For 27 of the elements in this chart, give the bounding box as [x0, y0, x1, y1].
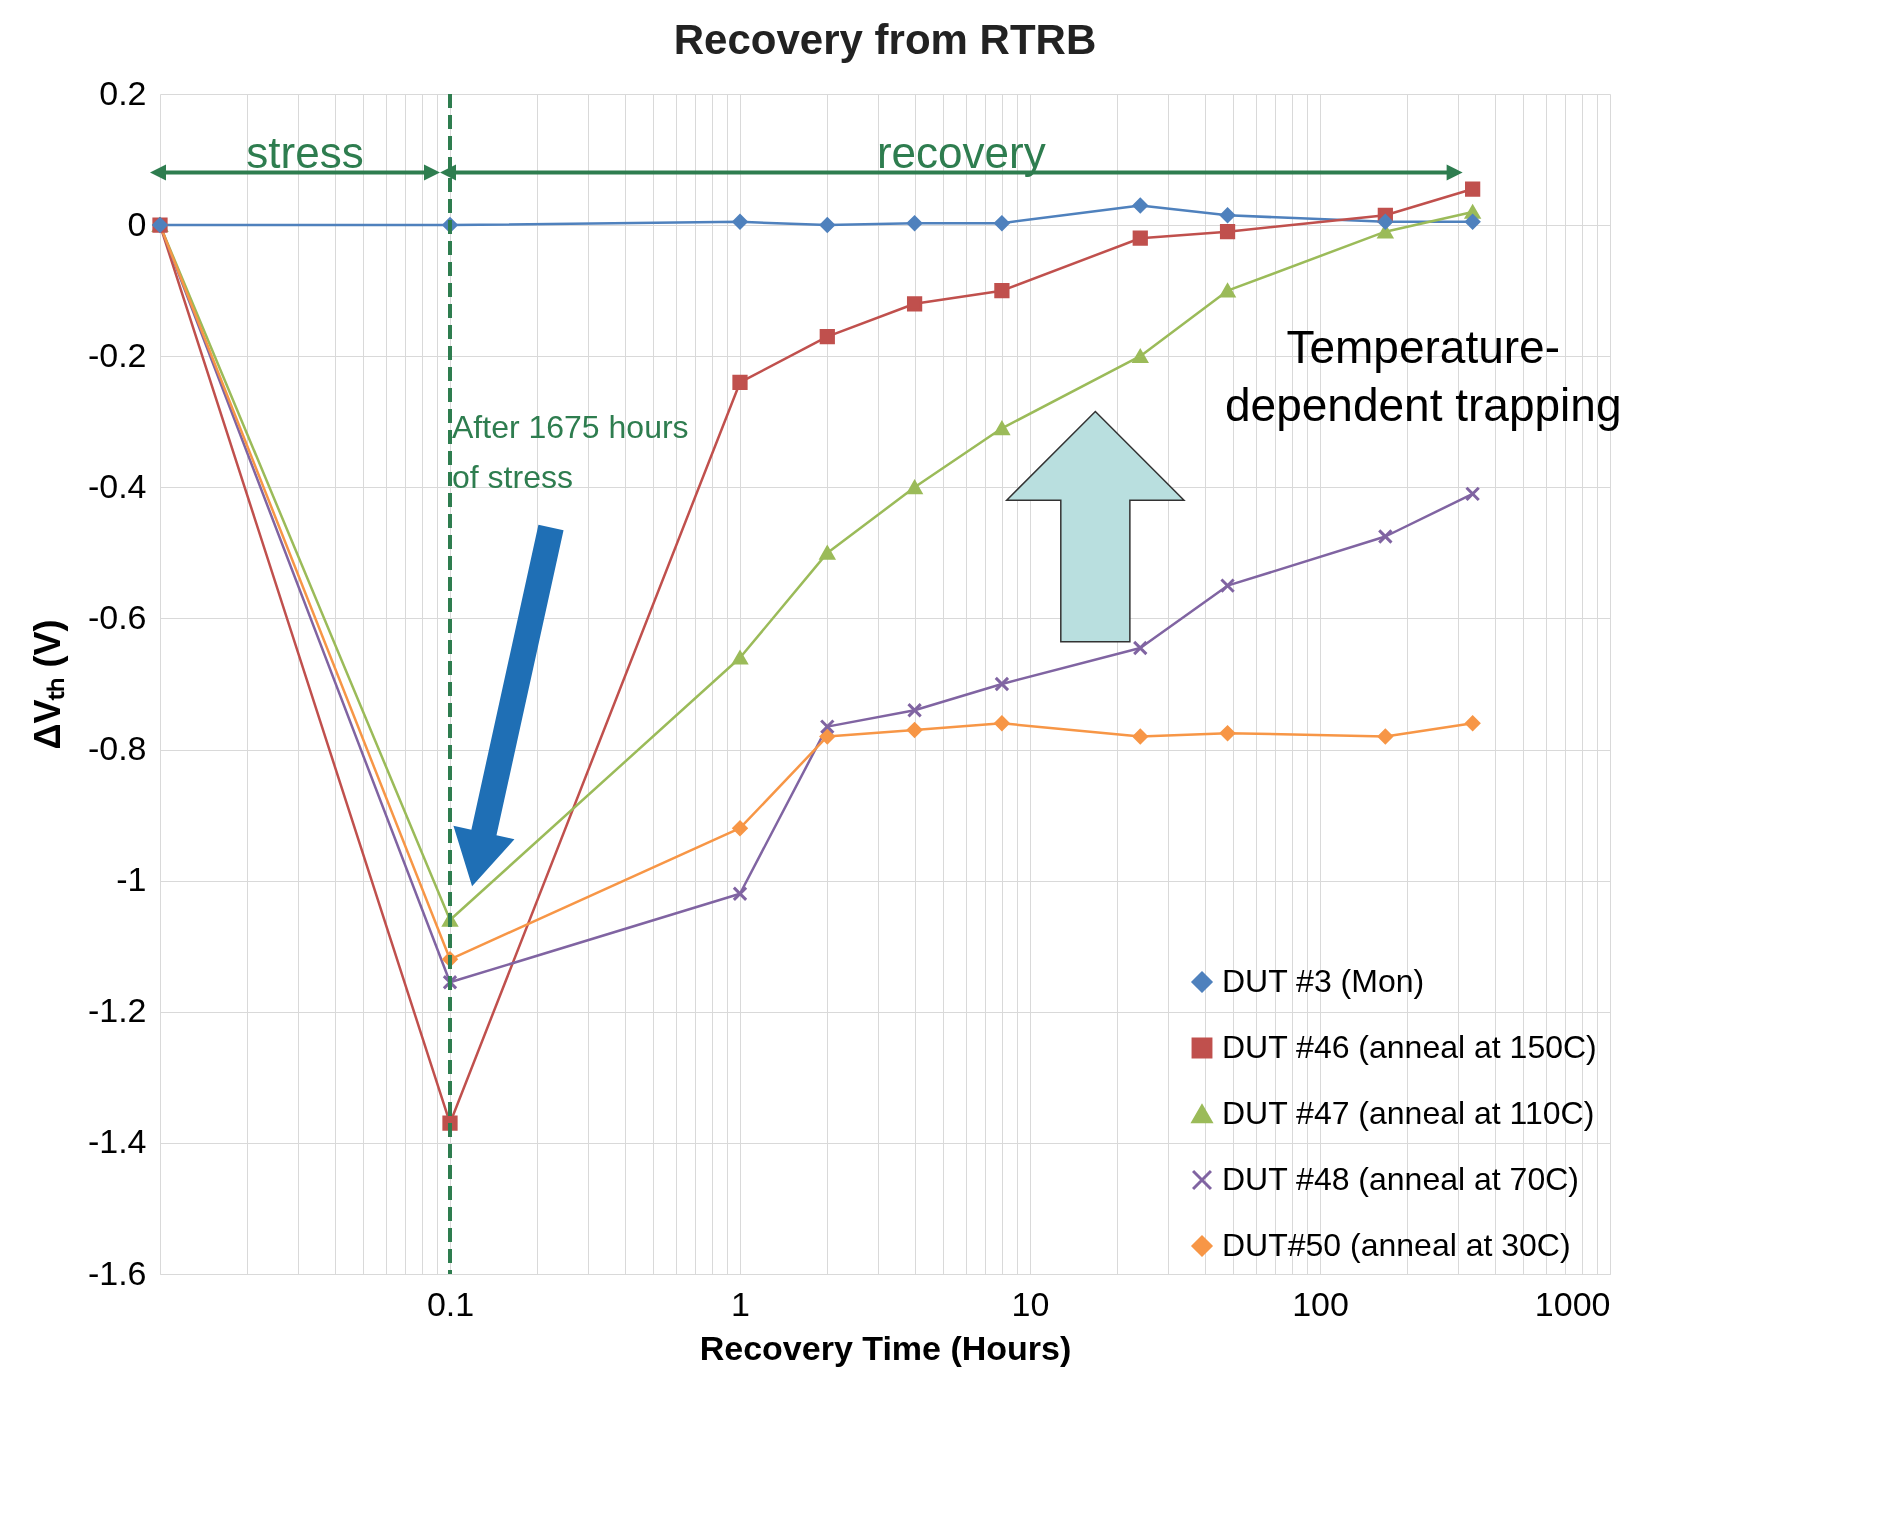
chart-title: Recovery from RTRB	[673, 16, 1097, 63]
y-axis-title: ΔVₜₕ (V)	[26, 619, 68, 750]
legend-label: DUT #47 (anneal at 110C)	[1222, 1095, 1595, 1131]
y-tick-label: -0.2	[87, 335, 147, 374]
y-tick-label: 0.2	[99, 73, 147, 112]
x-tick-label: 1	[731, 1284, 750, 1323]
legend-label: DUT #46 (anneal at 150C)	[1222, 1029, 1597, 1065]
legend-label: DUT #48 (anneal at 70C)	[1222, 1161, 1579, 1197]
y-tick-label: -1.6	[87, 1253, 147, 1292]
annotation: stress	[246, 127, 364, 177]
x-tick-label: 100	[1292, 1284, 1349, 1323]
x-tick-label: 10	[1011, 1284, 1050, 1323]
x-tick-label: 1000	[1534, 1284, 1611, 1323]
x-axis-title: Recovery Time (Hours)	[699, 1328, 1072, 1367]
legend-label: DUT #3 (Mon)	[1222, 963, 1425, 999]
legend-label: DUT#50 (anneal at 30C)	[1222, 1227, 1571, 1263]
y-tick-label: -1	[116, 860, 147, 899]
x-tick-label: 0.1	[426, 1284, 475, 1323]
annotation: recovery	[876, 127, 1046, 177]
y-tick-label: -1.4	[87, 1122, 147, 1161]
annotation: Temperature-dependent trapping	[1225, 320, 1622, 431]
ref-line-label: After 1675 hours of stress	[452, 408, 689, 495]
y-tick-label: -0.8	[87, 729, 147, 768]
y-tick-label: -1.2	[87, 991, 147, 1030]
y-tick-label: -0.4	[87, 466, 147, 505]
y-tick-label: -0.6	[87, 597, 147, 636]
y-tick-label: 0	[127, 204, 147, 243]
